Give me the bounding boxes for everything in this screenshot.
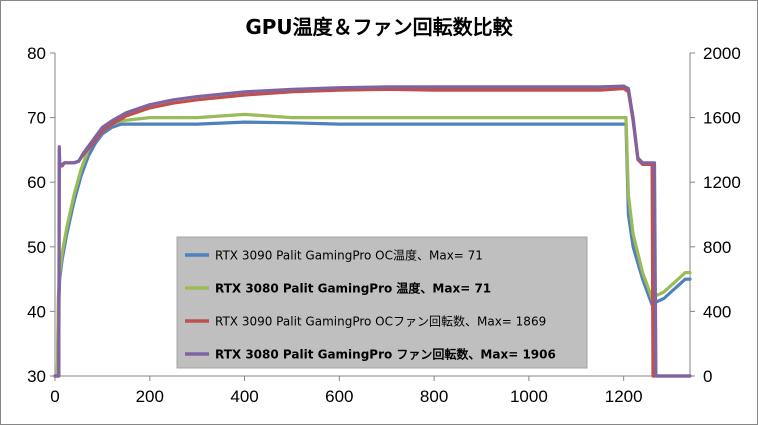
x-tick-label: 1200: [605, 387, 643, 406]
y-tick-label: 70: [27, 109, 46, 128]
legend-label-1: RTX 3090 Palit GamingPro OC温度、Max= 71: [215, 248, 483, 263]
x-tick-label: 1000: [510, 387, 548, 406]
y2-tick-label: 2000: [703, 44, 741, 63]
legend-label-3: RTX 3090 Palit GamingPro OCファン回転数、Max= 1…: [215, 314, 546, 329]
y-tick-label: 60: [27, 173, 46, 192]
y2-tick-label: 800: [703, 238, 731, 257]
plot-lines: [53, 84, 692, 378]
x-tick-label: 600: [325, 387, 353, 406]
chart-title: GPU温度＆ファン回転数比較: [245, 15, 513, 39]
x-tick-label: 400: [230, 387, 258, 406]
y2-tick-label: 1600: [703, 109, 741, 128]
y-tick-label: 50: [27, 238, 46, 257]
x-tick-label: 800: [420, 387, 448, 406]
x-tick-label: 200: [136, 387, 164, 406]
legend-label-4: RTX 3080 Palit GamingPro ファン回転数、Max= 190…: [215, 347, 556, 362]
y-tick-label: 30: [27, 367, 46, 386]
y2-tick-label: 1200: [703, 173, 741, 192]
y2-tick-label: 0: [703, 367, 712, 386]
series-line-4: [53, 84, 692, 378]
legend-box: [176, 236, 588, 369]
y-tick-label: 80: [27, 44, 46, 63]
x-tick-label: 0: [50, 387, 59, 406]
legend: RTX 3090 Palit GamingPro OC温度、Max= 71 RTX…: [176, 236, 588, 369]
y-tick-label: 40: [27, 302, 46, 321]
y2-tick-label: 400: [703, 302, 731, 321]
legend-label-2: RTX 3080 Palit GamingPro 温度、Max= 71: [215, 281, 491, 296]
